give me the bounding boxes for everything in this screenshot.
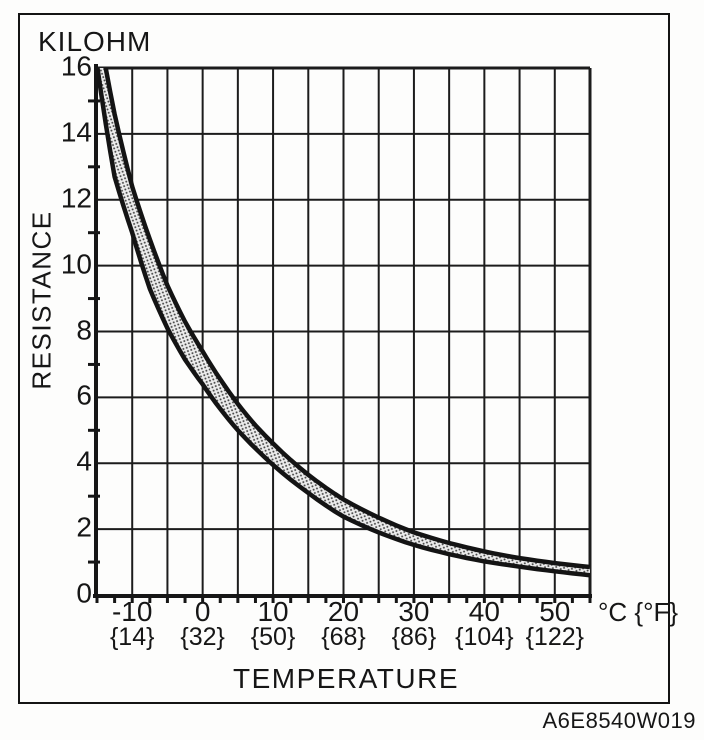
x-tick-label-celsius: -10	[111, 596, 153, 627]
x-tick-label-fahrenheit: {86}	[391, 623, 437, 651]
y-tick-label: 12	[60, 182, 92, 214]
x-tick-label-celsius: 40	[468, 596, 500, 627]
y-tick-label: 6	[76, 380, 92, 412]
x-tick-label-celsius: 10	[257, 596, 289, 627]
x-tick-label-fahrenheit: {104}	[455, 623, 514, 651]
x-axis-title: TEMPERATURE	[233, 663, 459, 694]
y-tick-label: 10	[60, 248, 92, 280]
y-tick-label: 8	[76, 314, 92, 346]
x-tick-label-fahrenheit: {68}	[321, 623, 366, 651]
figure-reference-code: A6E8540W019	[542, 708, 696, 733]
x-tick-label-fahrenheit: {14}	[109, 623, 155, 651]
upper-limit-curve	[103, 68, 590, 570]
y-tick-label: 2	[76, 511, 92, 543]
x-tick-label-fahrenheit: {32}	[180, 623, 225, 651]
x-tick-label-celsius: 30	[398, 596, 430, 627]
y-tick-label: 4	[76, 445, 92, 477]
y-tick-label: 14	[60, 116, 92, 148]
x-axis-unit-label: °C {°F}	[598, 597, 679, 627]
x-tick-label-fahrenheit: {122}	[525, 623, 584, 651]
x-tick-label-celsius: 20	[327, 596, 360, 627]
x-tick-label-celsius: 0	[194, 596, 211, 627]
x-tick-label-fahrenheit: {50}	[250, 623, 296, 651]
figure-border-frame	[18, 13, 670, 704]
x-tick-label-celsius: 50	[539, 596, 571, 627]
y-axis-unit-label: KILOHM	[38, 26, 152, 57]
y-tick-label: 16	[60, 50, 92, 82]
y-tick-label: 0	[76, 577, 92, 609]
lower-limit-curve	[97, 68, 590, 578]
